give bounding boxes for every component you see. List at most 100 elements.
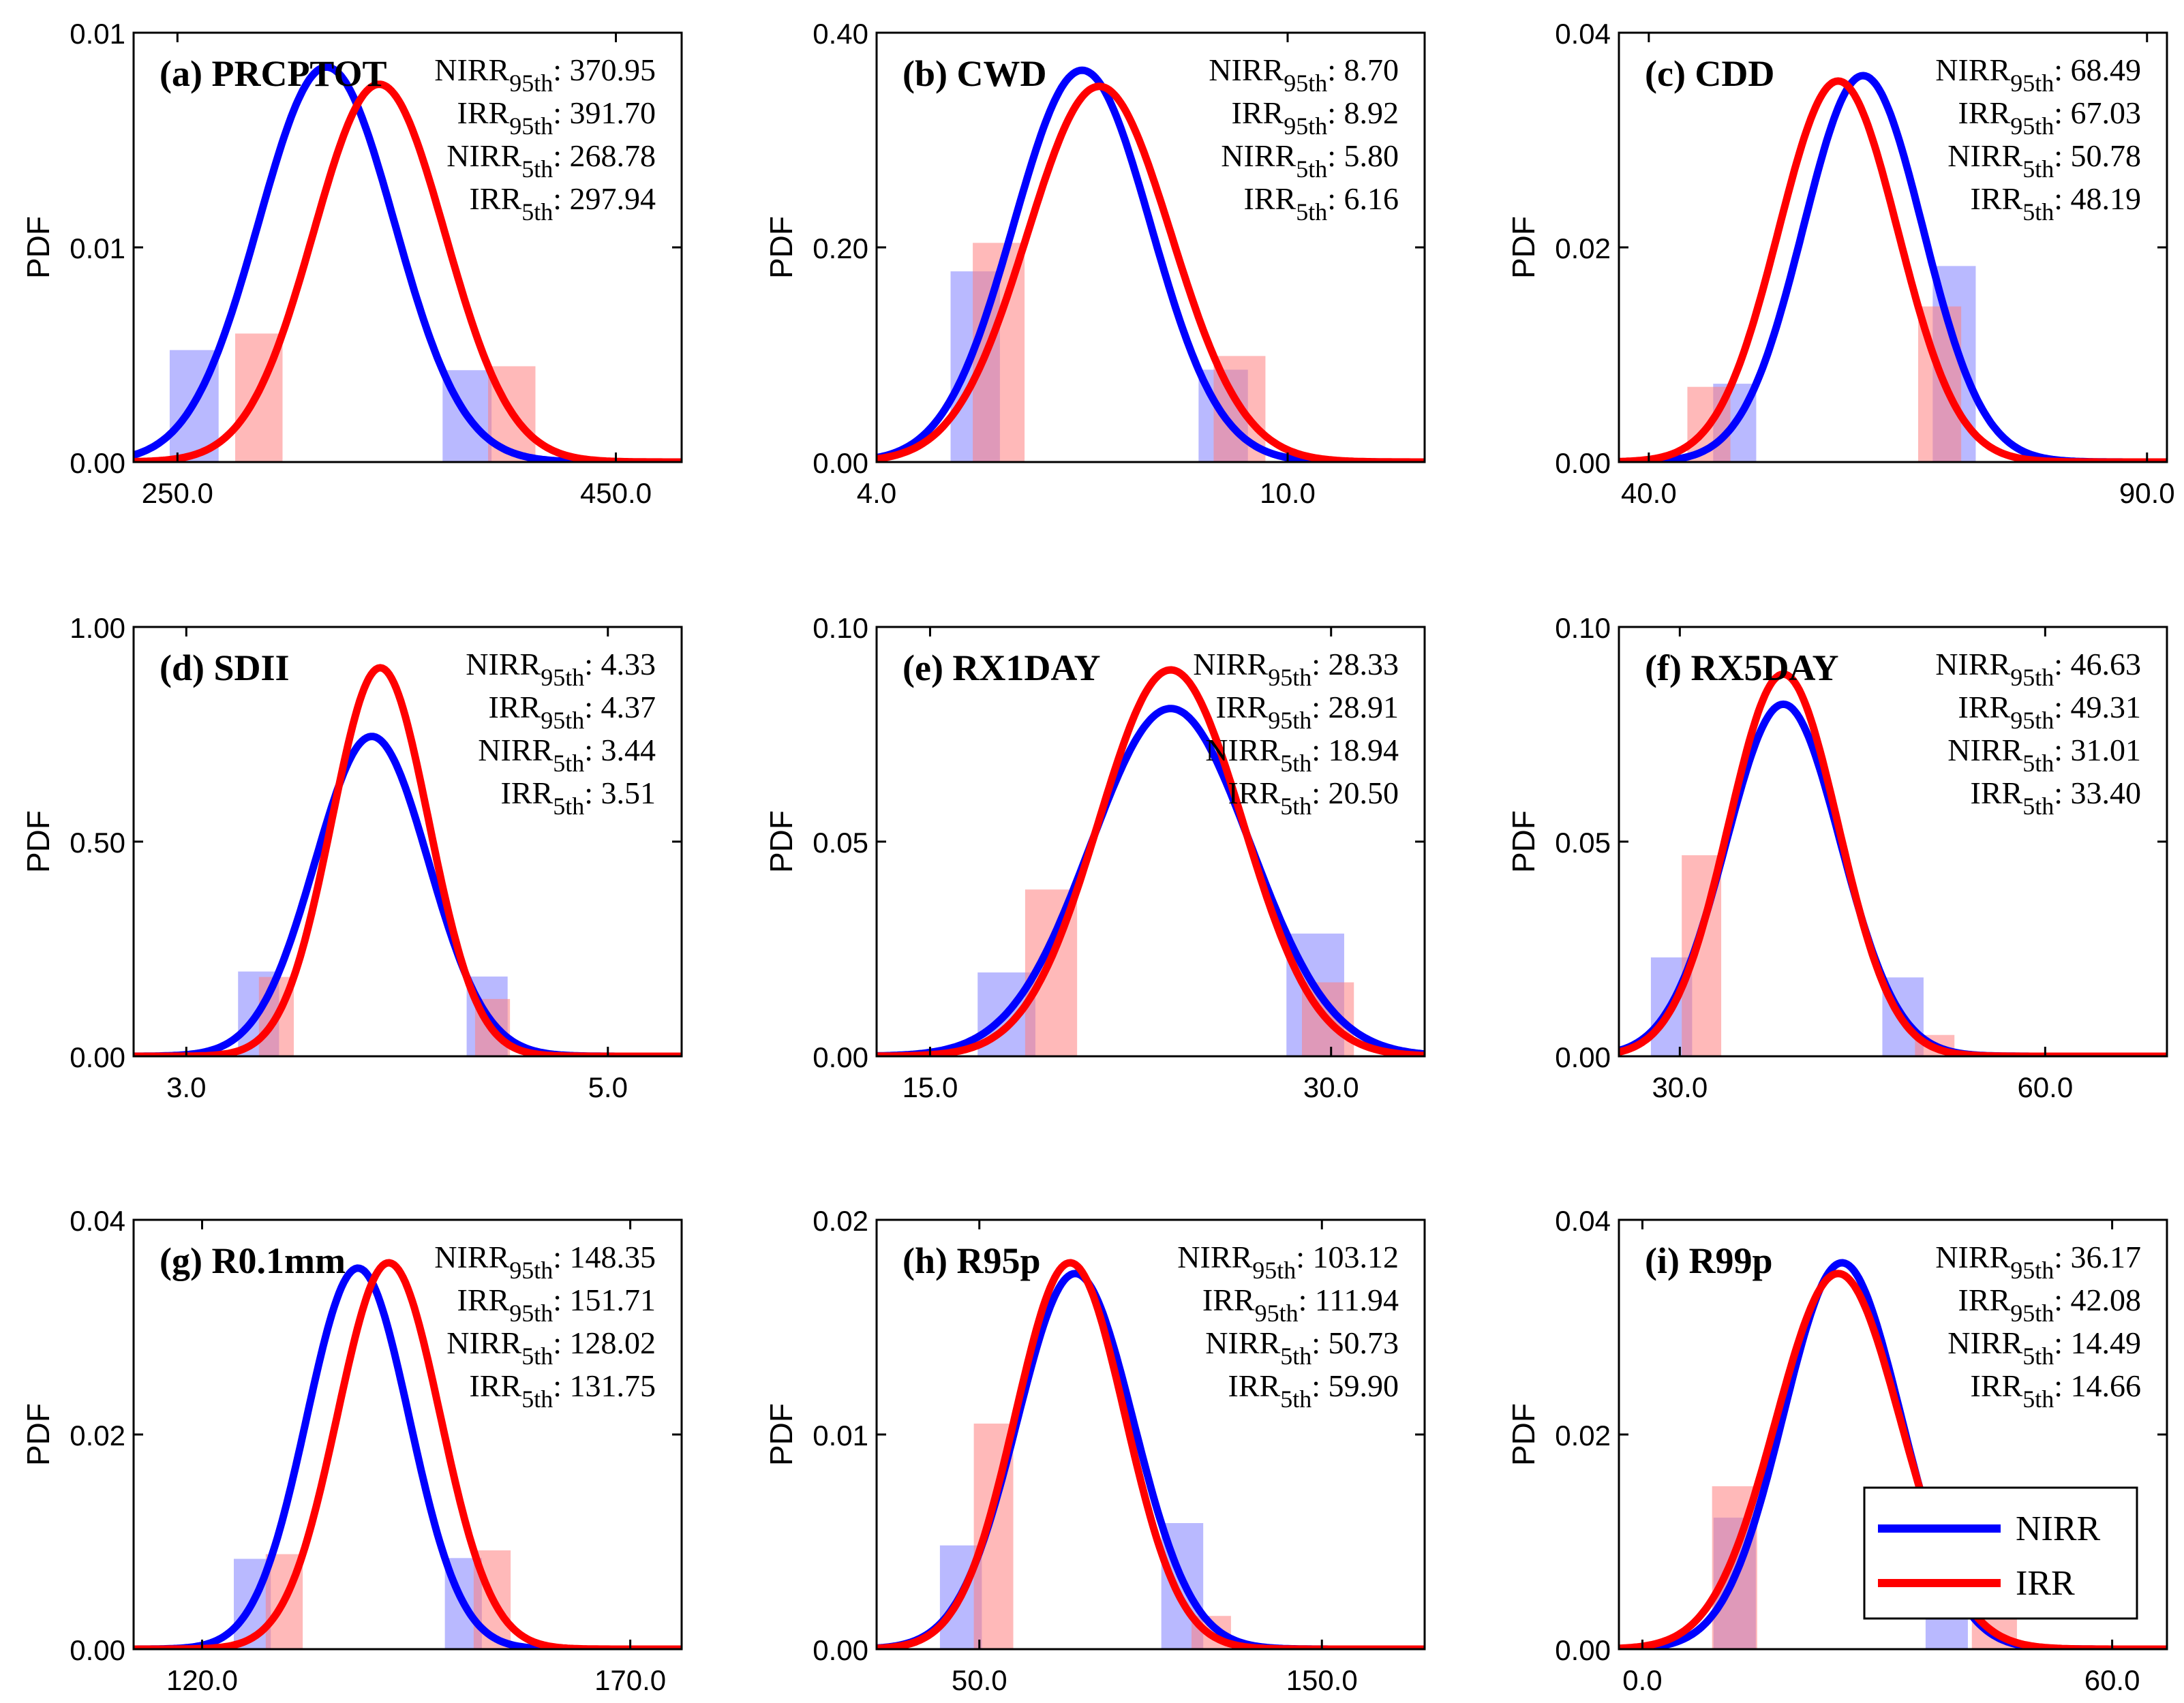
- x-tick-label: 60.0: [2084, 1664, 2140, 1696]
- stat-annotation: IRR5th: 14.66: [1971, 1368, 2141, 1413]
- stat-annotation: NIRR95th: 4.33: [466, 647, 656, 691]
- y-tick-label: 0.02: [1555, 1420, 1611, 1452]
- y-tick-label: 0.40: [813, 18, 868, 50]
- x-tick-label: 15.0: [903, 1071, 958, 1103]
- stat-annotation: IRR95th: 4.37: [489, 690, 656, 734]
- y-tick-label: 0.04: [70, 1205, 125, 1237]
- panel-d: 0.00 0.50 1.00 3.0 5.0 PDF (d) SDII NIRR95th: 4…: [20, 612, 683, 1103]
- stat-annotation: IRR95th: 28.91: [1216, 690, 1399, 734]
- stat-annotation: IRR95th: 42.08: [1958, 1283, 2141, 1327]
- panel-e: 0.00 0.05 0.10 15.0 30.0 PDF (e) RX1DAY NIRR95t…: [763, 612, 1426, 1103]
- plot-area-g: [134, 1259, 682, 1649]
- y-axis-label: PDF: [763, 810, 799, 873]
- stat-annotation: NIRR5th: 5.80: [1221, 138, 1399, 183]
- panel-i: 0.00 0.02 0.04 0.0 60.0 PDF (i) R99p NIRR95th: …: [1506, 1205, 2168, 1696]
- y-axis-label: PDF: [1506, 216, 1541, 279]
- stat-annotation: NIRR95th: 370.95: [434, 52, 656, 97]
- stat-annotation: NIRR5th: 18.94: [1205, 733, 1399, 777]
- y-tick-label: 0.00: [70, 1041, 125, 1073]
- panel-f: 0.00 0.05 0.10 30.0 60.0 PDF (f) RX5DAY NIRR95t…: [1506, 612, 2168, 1103]
- stat-annotation: NIRR5th: 3.44: [478, 733, 656, 777]
- y-tick-label: 0.04: [1555, 1205, 1611, 1237]
- y-tick-label: 0.01: [813, 1420, 868, 1452]
- x-tick-label: 450.0: [580, 477, 652, 509]
- y-tick-label: 0.02: [813, 1205, 868, 1237]
- stat-annotation: IRR95th: 8.92: [1232, 95, 1399, 140]
- stat-annotation: NIRR5th: 50.78: [1947, 138, 2141, 183]
- y-axis-label: PDF: [1506, 1403, 1541, 1466]
- y-tick-label: 0.00: [813, 447, 868, 479]
- panel-a: 0.00 0.01 0.01 250.0 450.0 PDF (a) PRCPTOT NIRR…: [20, 18, 683, 509]
- stat-annotation: IRR5th: 20.50: [1228, 776, 1399, 820]
- stat-annotation: NIRR95th: 46.63: [1935, 647, 2141, 691]
- x-tick-label: 90.0: [2119, 477, 2175, 509]
- series-line-nirr: [877, 705, 1425, 1056]
- stat-annotation: IRR5th: 48.19: [1971, 181, 2141, 226]
- stat-annotation: NIRR5th: 268.78: [446, 138, 656, 183]
- stat-annotation: NIRR5th: 31.01: [1947, 733, 2141, 777]
- y-tick-label: 0.10: [1555, 612, 1611, 644]
- stat-annotation: NIRR5th: 14.49: [1947, 1325, 2141, 1370]
- series-line-irr: [877, 82, 1425, 462]
- stat-annotation: IRR5th: 6.16: [1244, 181, 1399, 226]
- x-tick-label: 250.0: [142, 477, 213, 509]
- series-line-irr: [134, 80, 682, 462]
- panel-title: (d) SDII: [160, 647, 290, 688]
- legend-box: [1863, 1486, 2138, 1620]
- x-tick-label: 30.0: [1303, 1071, 1359, 1103]
- x-tick-label: 0.0: [1622, 1664, 1662, 1696]
- y-tick-label: 0.02: [70, 1420, 125, 1452]
- stat-annotation: IRR95th: 111.94: [1202, 1283, 1399, 1327]
- stat-annotation: NIRR95th: 68.49: [1935, 52, 2141, 97]
- stat-annotation: NIRR5th: 128.02: [446, 1325, 656, 1370]
- series-line-irr: [877, 1259, 1425, 1649]
- plot-area-h: [877, 1259, 1425, 1649]
- x-tick-label: 60.0: [2017, 1071, 2073, 1103]
- plot-area-d: [134, 664, 682, 1056]
- stat-annotation: NIRR95th: 36.17: [1935, 1240, 2141, 1284]
- stat-annotation: IRR5th: 3.51: [501, 776, 656, 820]
- legend: NIRR IRR: [1863, 1486, 2138, 1620]
- stat-annotation: IRR95th: 67.03: [1958, 95, 2141, 140]
- y-tick-label: 0.01: [70, 232, 125, 264]
- y-tick-label: 0.00: [813, 1634, 868, 1666]
- plot-area-e: [877, 666, 1425, 1056]
- stat-annotation: IRR95th: 391.70: [457, 95, 656, 140]
- x-tick-label: 10.0: [1260, 477, 1316, 509]
- stat-annotation: IRR5th: 297.94: [470, 181, 656, 226]
- y-tick-label: 0.00: [1555, 1041, 1611, 1073]
- panel-h: 0.00 0.01 0.02 50.0 150.0 PDF (h) R95p NIRR95th…: [763, 1205, 1426, 1696]
- x-tick-label: 150.0: [1286, 1664, 1358, 1696]
- y-tick-label: 0.04: [1555, 18, 1611, 50]
- panel-g: 0.00 0.02 0.04 120.0 170.0 PDF (g) R0.1mm NIRR9…: [20, 1205, 683, 1696]
- y-tick-label: 0.20: [813, 232, 868, 264]
- x-tick-label: 3.0: [166, 1071, 206, 1103]
- stat-annotation: NIRR95th: 148.35: [434, 1240, 656, 1284]
- panel-title: (a) PRCPTOT: [160, 53, 387, 94]
- x-tick-label: 40.0: [1621, 477, 1677, 509]
- y-tick-label: 0.01: [70, 18, 125, 50]
- y-tick-label: 0.02: [1555, 232, 1611, 264]
- stat-annotation: IRR5th: 33.40: [1971, 776, 2141, 820]
- panel-title: (e) RX1DAY: [903, 647, 1100, 688]
- series-line-irr: [134, 1259, 682, 1649]
- y-axis-label: PDF: [763, 1403, 799, 1466]
- y-tick-label: 1.00: [70, 612, 125, 644]
- panel-title: (g) R0.1mm: [160, 1240, 346, 1281]
- y-tick-label: 0.00: [1555, 447, 1611, 479]
- panel-title: (b) CWD: [903, 53, 1047, 94]
- panel-title: (i) R99p: [1645, 1240, 1773, 1281]
- stat-annotation: NIRR95th: 103.12: [1177, 1240, 1399, 1284]
- stat-annotation: IRR95th: 49.31: [1958, 690, 2141, 734]
- y-tick-label: 0.05: [813, 827, 868, 859]
- plot-area-b: [877, 66, 1425, 462]
- y-axis-label: PDF: [20, 1403, 56, 1466]
- y-tick-label: 0.50: [70, 827, 125, 859]
- stat-annotation: IRR95th: 151.71: [457, 1283, 656, 1327]
- stat-annotation: IRR5th: 131.75: [470, 1368, 656, 1413]
- legend-label-nirr: NIRR: [2016, 1509, 2101, 1548]
- x-tick-label: 170.0: [594, 1664, 666, 1696]
- series-line-irr: [1619, 670, 2167, 1056]
- panel-c: 0.00 0.02 0.04 40.0 90.0 PDF (c) CDD NIRR95th: …: [1506, 18, 2175, 509]
